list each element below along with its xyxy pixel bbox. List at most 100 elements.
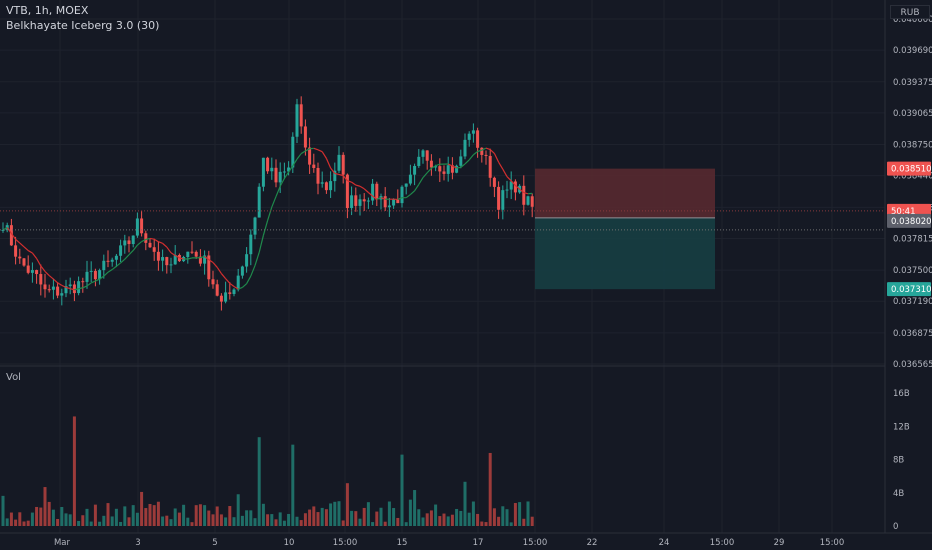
candle-body: [98, 270, 102, 280]
currency-button[interactable]: RUB: [890, 5, 930, 19]
candle-body: [501, 190, 505, 210]
volume-bar: [156, 501, 160, 526]
candle-body: [375, 183, 379, 200]
time-axis[interactable]: Mar 3 5 10 15:00 15 17 15:00 22 24 15:00 29 15:00: [54, 538, 844, 548]
candle-body: [337, 154, 341, 171]
volume-bar: [182, 504, 186, 526]
ma-segment: [174, 254, 180, 259]
candle-body: [224, 292, 228, 302]
ma-segment: [460, 163, 466, 168]
ma-segment: [36, 258, 42, 267]
take-profit-tag: 0.037310: [891, 285, 932, 295]
ma-segment: [179, 257, 184, 260]
candle-body: [270, 167, 274, 172]
ma-segment: [347, 180, 352, 183]
ma-segment: [48, 275, 54, 280]
ma-segment: [368, 192, 373, 197]
ma-segment: [338, 173, 344, 177]
candle-body: [232, 289, 236, 294]
volume-bar: [245, 510, 249, 526]
candle-body: [308, 147, 312, 165]
ma-segment: [447, 163, 453, 167]
volume-bar: [291, 444, 295, 526]
ma-segment: [418, 177, 424, 185]
volume-bar: [35, 506, 39, 526]
ma-segment: [6, 227, 12, 234]
candle-body: [303, 126, 307, 148]
candle-body: [471, 130, 475, 134]
candle-body: [106, 260, 110, 262]
volume-bar: [161, 516, 165, 526]
volume-pane-label[interactable]: Vol: [6, 372, 21, 383]
symbol-title[interactable]: VTB, 1h, MOEX: [6, 4, 89, 17]
volume-tick-label: 0: [893, 522, 898, 532]
volume-bar: [123, 506, 127, 526]
volume-bar: [417, 509, 421, 526]
volume-bar: [144, 508, 148, 526]
candle-body: [387, 205, 391, 208]
ma-segment: [200, 255, 205, 259]
candle-body: [266, 157, 270, 172]
ma-segment: [229, 282, 235, 288]
ma-segment: [158, 241, 163, 244]
stop-loss-tag: 0.038510: [891, 165, 932, 175]
volume-tick-label: 8B: [893, 456, 904, 466]
candle-body: [169, 264, 173, 266]
ma-segment: [74, 288, 79, 291]
candle-body: [190, 251, 194, 253]
volume-bar: [408, 499, 412, 526]
indicator-title[interactable]: Belkhayate Iceberg 3.0 (30): [6, 19, 160, 32]
candle-body: [425, 150, 429, 161]
candle-body: [291, 136, 295, 168]
time-tick-label: 15:00: [820, 538, 845, 548]
ma-segment: [78, 287, 83, 290]
candle-body: [408, 174, 412, 184]
candle-body: [488, 155, 492, 178]
volume-bar: [165, 515, 169, 526]
ma-segment: [283, 171, 290, 179]
position-zones: [535, 168, 715, 290]
volume-bar: [379, 507, 383, 526]
ma-segment: [275, 186, 281, 197]
candle-body: [526, 196, 530, 205]
volume-bar: [316, 512, 320, 526]
time-tick-label: 5: [212, 538, 217, 548]
volume-bar: [312, 506, 316, 526]
ma-segment: [510, 180, 516, 186]
ma-segment: [431, 165, 436, 169]
volume-bar: [39, 507, 43, 526]
price-tick-label: 0.040000: [893, 15, 932, 25]
price-tick-label: 0.039375: [893, 78, 932, 88]
candle-body: [274, 167, 278, 183]
entry-tag-bg: [887, 213, 931, 228]
candle-body: [350, 195, 354, 209]
candle-body: [345, 174, 349, 209]
ma-segment: [216, 266, 222, 274]
volume-bar: [505, 509, 509, 526]
candle-body: [467, 133, 471, 140]
price-tick-label: 0.037190: [893, 297, 932, 307]
candle-body: [77, 281, 81, 294]
ma-segment: [334, 172, 340, 176]
ma-segment: [376, 197, 382, 200]
ma-segment: [515, 185, 520, 190]
ma-segment: [82, 285, 88, 289]
time-tick-label: 15:00: [333, 538, 358, 548]
ma-segment: [116, 262, 121, 267]
ma-segment: [414, 184, 420, 192]
volume-bar: [131, 505, 135, 526]
volume-axis[interactable]: 16B 12B 8B 4B 0: [893, 389, 910, 532]
volume-bar: [333, 501, 337, 526]
volume-bar: [30, 512, 34, 526]
candle-body: [476, 130, 480, 148]
candle-body: [354, 195, 358, 206]
volume-bar: [249, 510, 253, 526]
ma-segment: [40, 265, 46, 272]
candle-body: [480, 147, 484, 155]
volume-bar: [274, 519, 278, 526]
ma-segment: [162, 242, 168, 248]
volume-bar: [329, 503, 333, 526]
volume-bar: [509, 522, 513, 526]
ma-segment: [225, 278, 231, 284]
